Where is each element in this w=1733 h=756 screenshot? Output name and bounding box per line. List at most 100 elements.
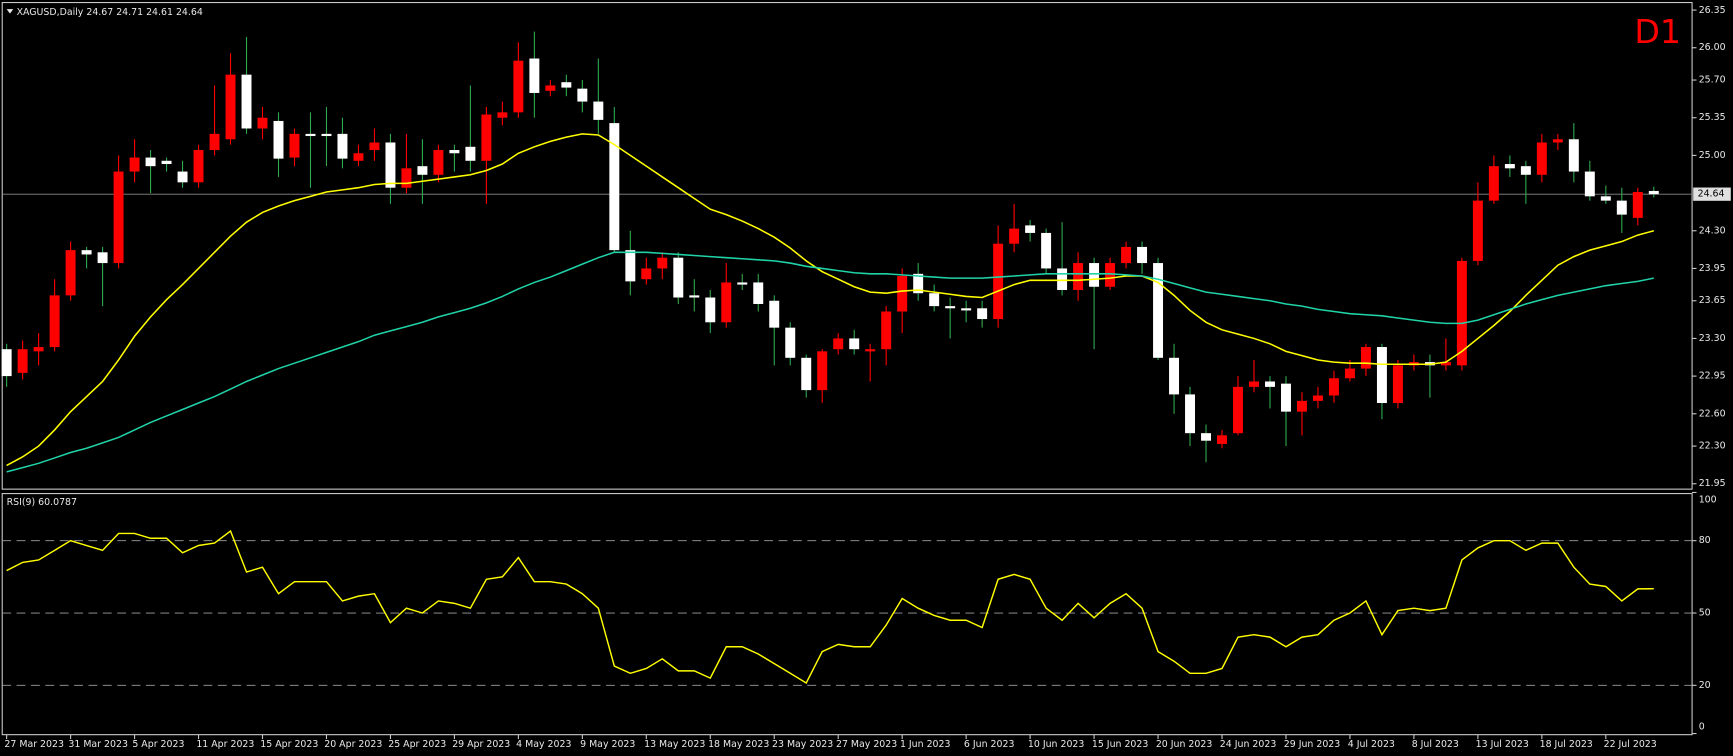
x-tick-label: 8 Jul 2023	[1412, 739, 1459, 750]
x-tick-label: 24 Jun 2023	[1220, 739, 1277, 750]
candle-body	[1632, 192, 1643, 218]
candle-body	[1536, 142, 1547, 175]
candle-body	[1105, 263, 1116, 287]
candle-body	[1089, 263, 1100, 287]
candle-body	[849, 338, 860, 350]
candle-body	[657, 257, 668, 269]
candle-body	[1440, 362, 1451, 366]
candle-body	[129, 157, 140, 172]
candle-body	[833, 338, 844, 350]
candle-body	[1153, 263, 1164, 358]
candle-body	[689, 295, 700, 298]
y-tick-label: 25.35	[1699, 112, 1726, 123]
candle-body	[241, 74, 252, 129]
candle-body	[17, 349, 28, 373]
candle-body	[1616, 200, 1627, 215]
candle-body	[961, 308, 972, 311]
candle-body	[1041, 232, 1052, 269]
x-tick-label: 31 Mar 2023	[68, 739, 128, 750]
rsi-line	[6, 529, 1654, 684]
candle-body	[305, 133, 316, 137]
x-tick-label: 4 May 2023	[516, 739, 571, 750]
candle-body	[1376, 347, 1387, 404]
x-tick-label: 9 May 2023	[580, 739, 635, 750]
y-tick-label: 23.30	[1699, 333, 1726, 344]
x-tick-label: 15 Jun 2023	[1092, 739, 1149, 750]
candle-body	[113, 171, 124, 264]
x-tick-label: 27 Mar 2023	[4, 739, 64, 750]
candle-body	[1025, 225, 1036, 233]
candle-body	[785, 327, 796, 358]
x-tick-label: 10 Jun 2023	[1028, 739, 1085, 750]
x-tick-label: 13 Jul 2023	[1476, 739, 1529, 750]
moving-average	[6, 251, 1654, 473]
candle-body	[1312, 395, 1323, 401]
candle-body	[1488, 166, 1499, 201]
candle-body	[529, 58, 540, 93]
y-tick-label: 22.95	[1699, 371, 1726, 382]
candle-body	[193, 150, 204, 183]
y-tick-label: 25.70	[1699, 75, 1726, 86]
y-tick-label: 50	[1699, 608, 1711, 619]
candle-body	[1, 349, 12, 377]
candle-body	[593, 101, 604, 120]
x-tick-label: 22 Jul 2023	[1604, 739, 1657, 750]
x-tick-label: 20 Jun 2023	[1156, 739, 1213, 750]
y-tick-label: 20	[1699, 680, 1711, 691]
candle-body	[1584, 171, 1595, 197]
candle-body	[1185, 394, 1196, 434]
candle-body	[817, 351, 828, 391]
x-tick-label: 29 Apr 2023	[452, 739, 510, 750]
x-tick-label: 4 Jul 2023	[1348, 739, 1395, 750]
candle-body	[769, 300, 780, 328]
candle-body	[1504, 164, 1515, 169]
candle-body	[1169, 357, 1180, 395]
candle-body	[1344, 368, 1355, 379]
candle-body	[1009, 228, 1020, 244]
candle-body	[353, 153, 364, 161]
candle-body	[369, 142, 380, 151]
candle-body	[81, 250, 92, 255]
candle-body	[337, 133, 348, 159]
candle-body	[65, 250, 76, 296]
candle-body	[625, 250, 636, 282]
candle-body	[929, 293, 940, 307]
candle-body	[257, 117, 268, 129]
candle-body	[1201, 433, 1211, 441]
candle-body	[673, 257, 684, 298]
candle-body	[753, 282, 764, 304]
candle-body	[177, 171, 188, 183]
candle-body	[1392, 365, 1403, 404]
candle-body	[513, 60, 524, 113]
chart-title: XAGUSD,Daily 24.67 24.71 24.61 24.64	[17, 7, 203, 18]
candle-body	[1281, 383, 1291, 412]
x-tick-label: 5 Apr 2023	[132, 739, 184, 750]
candle-body	[721, 282, 732, 323]
candle-body	[465, 146, 476, 161]
y-tick-label: 80	[1699, 535, 1711, 546]
x-tick-label: 11 Apr 2023	[196, 739, 254, 750]
candle-body	[977, 308, 988, 320]
x-tick-label: 23 May 2023	[772, 739, 833, 750]
x-tick-label: 29 Jun 2023	[1284, 739, 1341, 750]
candle-body	[401, 168, 412, 188]
x-tick-label: 18 Jul 2023	[1540, 739, 1593, 750]
candle-body	[1328, 378, 1339, 396]
candle-body	[609, 123, 620, 251]
candle-body	[881, 311, 892, 350]
candle-body	[1073, 263, 1084, 290]
candle-body	[289, 133, 300, 158]
price-label-box	[1693, 187, 1731, 201]
candle-body	[1648, 190, 1659, 195]
candle-body	[145, 157, 156, 167]
y-tick-label: 26.35	[1699, 5, 1726, 16]
candle-body	[1568, 139, 1579, 172]
menu-arrow	[6, 9, 14, 14]
candle-body	[705, 297, 716, 323]
y-tick-label: 22.30	[1699, 441, 1726, 452]
candle-body	[913, 273, 924, 294]
candle-body	[1233, 386, 1243, 434]
candle-body	[225, 74, 236, 140]
rsi-pane	[1, 493, 1693, 736]
candle-body	[433, 150, 444, 175]
